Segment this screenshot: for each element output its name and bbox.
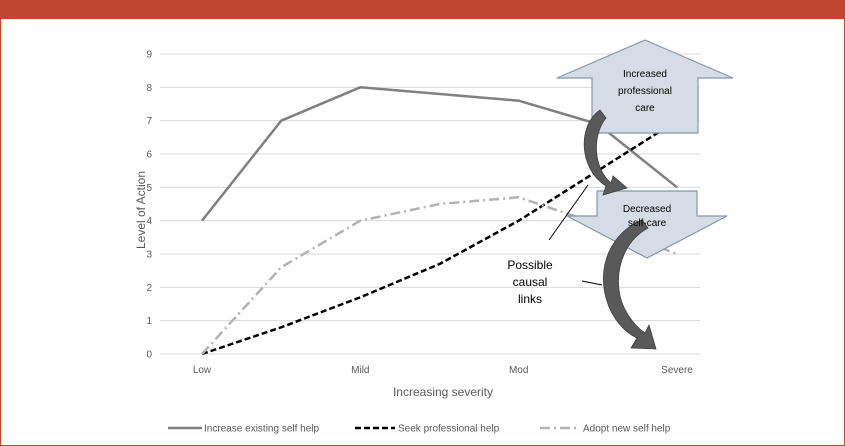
causal-link-line [548,184,589,241]
y-tick-label: 9 [146,50,152,61]
y-axis-title: Level of Action [134,171,148,249]
up-text-line: Increased [623,69,667,80]
y-tick-label: 1 [146,316,152,327]
down-arrow-shape [566,190,728,259]
up-text-line: care [635,103,655,114]
x-tick-label: Low [193,365,212,376]
y-tick-label: 2 [146,283,152,294]
y-tick-label: 4 [146,216,152,227]
series-line-1 [201,86,678,222]
legend-label: Seek professional help [398,424,500,435]
down-text-line: self-care [628,218,667,229]
x-tick-label: Mild [351,365,369,376]
y-tick-label: 3 [146,250,152,261]
down-arrow-label: Decreased self-care [623,204,671,229]
links-text-line: Possible [507,258,553,272]
causal-links-label: Possible causal links [507,258,553,306]
up-text-line: professional [618,86,672,97]
x-axis-title: Increasing severity [393,385,493,399]
down-text-line: Decreased [623,204,671,215]
curved-arrow-1 [583,109,628,196]
x-axis-ticks: Low Mild Mod Severe [193,365,693,376]
y-tick-label: 8 [146,83,152,94]
links-text-line: links [518,292,542,306]
y-tick-label: 7 [146,116,152,127]
x-tick-label: Severe [661,365,693,376]
up-arrow-label: Increased professional care [618,69,672,114]
y-tick-label: 6 [146,150,152,161]
causal-link-arrow [581,280,603,286]
legend-label: Increase existing self help [204,424,320,435]
up-arrow-shape [556,39,734,134]
annotations: Increased professional care Decreased self-… [507,39,734,350]
series-line-2 [201,119,678,356]
legend: Increase existing self help Seek professi… [168,424,671,435]
header-bar [0,0,845,19]
x-tick-label: Mod [509,365,528,376]
y-tick-label: 5 [146,183,152,194]
legend-label: Adopt new self help [583,424,671,435]
links-text-line: causal [513,275,548,289]
y-tick-label: 0 [146,350,152,361]
y-axis-ticks: 0 1 2 3 4 5 6 7 8 9 [146,50,152,361]
curved-arrow-2 [603,219,657,350]
